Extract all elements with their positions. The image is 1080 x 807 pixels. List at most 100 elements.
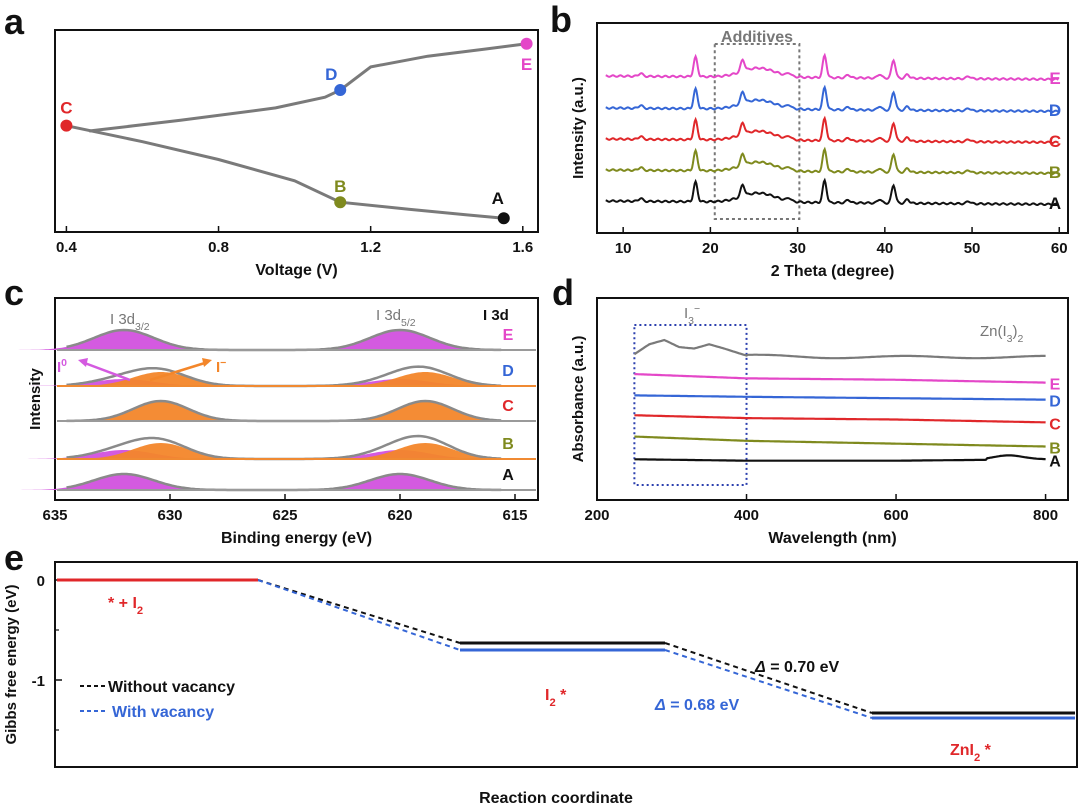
panel-b-xtick-label: 60 <box>1051 240 1068 257</box>
panel-d-series-label-D: D <box>1049 394 1061 411</box>
panel-b-series-C <box>605 115 1059 145</box>
panel-e-frame <box>54 561 1078 768</box>
panel-letter-e: e <box>4 537 25 578</box>
panel-c-iminus-peak-C <box>45 401 276 421</box>
panel-c-i0-peak-E <box>9 330 239 350</box>
panel-e-delta-1-part: Δ <box>654 697 666 714</box>
panel-e-state-1-part: * <box>556 687 567 704</box>
panel-c-d52-label-part: 5/2 <box>401 317 416 329</box>
panel-c-xtick-label: 625 <box>272 507 297 524</box>
panel-d-xtick-label: 200 <box>584 507 609 524</box>
panel-d-i3-label-part: − <box>694 303 700 315</box>
panel-c-i0-peak-A <box>9 474 239 490</box>
panel-d-xlabel: Wavelength (nm) <box>768 530 896 547</box>
panel-e-state-2-part: 2 <box>974 752 980 764</box>
panel-c-series-label-A: A <box>502 467 514 484</box>
panel-b-series-label-C: C <box>1049 132 1061 151</box>
panel-d-series-label-zni3-part: Zn(I <box>980 323 1007 340</box>
panel-e-delta-0-part: Δ <box>754 659 766 676</box>
panel-e-state-0-part: * + I <box>108 595 137 612</box>
panel-a-point-label-A: A <box>492 189 504 208</box>
panel-b-series-E <box>605 52 1059 82</box>
panel-d-frame <box>596 297 1069 501</box>
panel-e-state-1-part: I <box>545 687 549 704</box>
panel-b-series-label-A: A <box>1049 194 1061 213</box>
panel-d-series-2 <box>634 394 1046 401</box>
panel-e-chart: 0 -1 Reaction coordinate Gibbs free energy … <box>3 561 1078 807</box>
panel-e-ytick-label: -1 <box>32 673 45 690</box>
panel-a-point-C <box>60 119 73 132</box>
panel-d-series-label-zni3-part: ) <box>1013 323 1018 340</box>
panel-d-series-label-C: C <box>1049 416 1061 433</box>
panel-c-xtick-label: 620 <box>387 507 412 524</box>
panel-c-i0-arrow <box>81 360 131 382</box>
panel-c-d32-label: I 3d3/2 <box>110 311 150 333</box>
panel-a-point-label-D: D <box>325 65 337 84</box>
panel-c-d32-label-part: I 3d <box>110 311 135 328</box>
panel-b-xtick-label: 30 <box>789 240 806 257</box>
panel-a-point-D <box>334 84 347 97</box>
panel-d-series-3 <box>634 414 1046 424</box>
panel-c-d52-label: I 3d5/2 <box>376 307 416 329</box>
panel-e-connector-0-2 <box>664 642 873 714</box>
panel-b-series-label-D: D <box>1049 101 1061 120</box>
panel-c-iminus-arrow <box>149 360 209 382</box>
panel-c-i0-peak-E <box>285 330 515 350</box>
panel-d-series-label-zni3-part: 3 <box>1007 333 1013 345</box>
panel-c-series-label-B: B <box>502 436 514 453</box>
panel-d-series-5 <box>634 454 1046 462</box>
panel-b-xtick-label: 50 <box>964 240 981 257</box>
panel-a-point-label-E: E <box>521 55 532 74</box>
panel-c-xtick-label: 635 <box>42 507 67 524</box>
panel-c-d52-label-part: I 3d <box>376 307 401 324</box>
panel-b-additives-label: Additives <box>721 29 793 46</box>
panel-e-state-0: * + I2 <box>108 595 143 617</box>
panel-d-series-label-B: B <box>1049 441 1061 458</box>
panel-c-iminus-peak-D <box>310 372 541 386</box>
panel-c-iminus-label: I− <box>216 357 226 376</box>
panel-d-series-label-A: A <box>1049 453 1061 470</box>
panel-b-xtick-label: 10 <box>615 240 632 257</box>
panel-d-series-4 <box>634 435 1046 448</box>
panel-c-iminus-peak-B <box>45 443 276 459</box>
panel-b-xtick-label: 40 <box>876 240 893 257</box>
panel-a-point-A <box>497 212 510 225</box>
panel-c-title: I 3d <box>483 307 509 324</box>
panel-e-ytick-label: 0 <box>37 573 45 590</box>
panel-e-state-0-part: 2 <box>137 605 143 617</box>
panel-c-i0-arrowhead <box>78 358 88 367</box>
panel-d-series-0 <box>633 338 1046 360</box>
panel-c-xtick-label: 630 <box>157 507 182 524</box>
panel-c-iminus-arrowhead <box>202 358 212 367</box>
panel-e-state-2: ZnI2 * <box>950 742 992 764</box>
panel-a-point-E <box>520 37 533 50</box>
panel-c-iminus-peak-C <box>310 401 541 421</box>
panel-d-i3-box <box>633 324 748 486</box>
panel-d-series-1 <box>634 373 1046 384</box>
panel-e-xlabel: Reaction coordinate <box>479 790 633 807</box>
panel-a-xtick-label: 1.2 <box>360 239 381 256</box>
panel-a-curve-charge <box>89 42 527 133</box>
panel-c-frame <box>54 297 539 501</box>
panel-b-xlabel: 2 Theta (degree) <box>771 263 895 280</box>
panel-b-frame <box>596 22 1069 234</box>
panel-e-delta-0: Δ = 0.70 eV <box>754 659 839 676</box>
panel-c-series-label-D: D <box>502 363 514 380</box>
panel-b-series-B <box>605 146 1059 176</box>
panel-d-xtick-label: 600 <box>884 507 909 524</box>
panel-c-i0-label-part: 0 <box>61 357 67 369</box>
panel-d-xtick-label: 400 <box>734 507 759 524</box>
panel-b-series-label-E: E <box>1049 69 1060 88</box>
panel-letter-b: b <box>550 0 572 40</box>
panel-d-series-label-zni3-part: 2 <box>1018 333 1024 345</box>
panel-a-xtick-label: 0.8 <box>208 239 229 256</box>
panel-letter-c: c <box>4 272 25 313</box>
panel-c-chart: 635 630 625 620 615 Binding energy (eV) Intens… <box>9 297 541 547</box>
panel-d-chart: 200 400 600 800 Wavelength (nm) Absorbance (a… <box>570 297 1069 547</box>
panel-a-xtick-label: 1.6 <box>512 239 533 256</box>
panel-e-legend-label-0: Without vacancy <box>108 679 235 696</box>
panel-a-curve-discharge <box>66 124 504 220</box>
panel-d-ylabel: Absorbance (a.u.) <box>570 336 587 463</box>
panel-b-series-D <box>605 84 1059 114</box>
panel-c-series-label-E: E <box>503 327 514 344</box>
